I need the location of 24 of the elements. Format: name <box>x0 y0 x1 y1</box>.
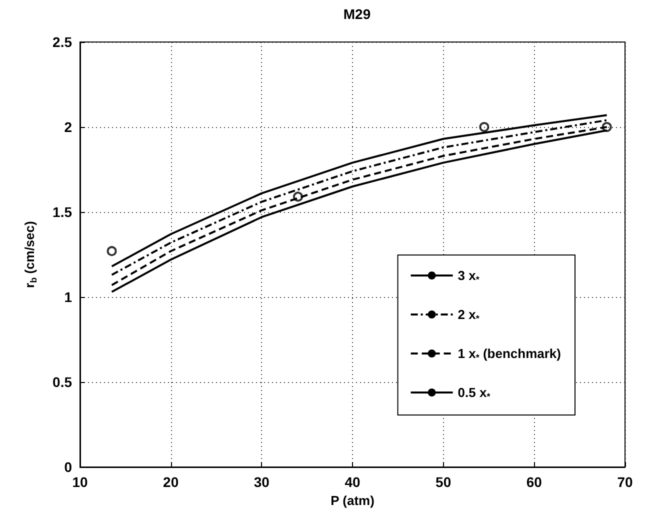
y-axis-title: rb (cm/sec) <box>22 221 38 288</box>
legend-label: 3 x* <box>458 268 480 284</box>
x-tick-label: 20 <box>163 474 179 490</box>
y-tick-label: 0 <box>64 459 72 475</box>
x-tick-label: 50 <box>436 474 452 490</box>
point <box>293 192 303 202</box>
x-tick-label: 70 <box>617 474 633 490</box>
point <box>479 122 490 132</box>
point <box>106 246 117 256</box>
chart-title: M29 <box>343 6 371 22</box>
x-tick-label: 40 <box>344 474 360 490</box>
y-tick-label: 1.5 <box>52 204 72 220</box>
x-axis-title: P (atm) <box>330 492 374 508</box>
y-tick-label: 2 <box>64 119 72 135</box>
y-tick-label: 0.5 <box>52 374 72 390</box>
x-tick-label: 30 <box>254 474 270 490</box>
x-tick-label: 60 <box>526 474 542 490</box>
legend-label: 0.5 x* <box>458 385 491 402</box>
legend-label: 1 x* (benchmark) <box>458 346 562 362</box>
x-tick-label: 10 <box>72 474 88 490</box>
point <box>602 122 612 132</box>
y-tick-label: 2.5 <box>52 34 72 50</box>
legend-label: 2 x* <box>458 307 480 324</box>
y-tick-label: 1 <box>64 289 72 305</box>
